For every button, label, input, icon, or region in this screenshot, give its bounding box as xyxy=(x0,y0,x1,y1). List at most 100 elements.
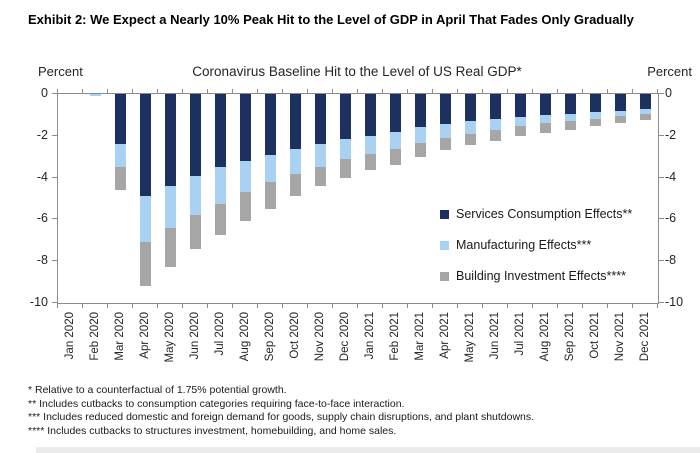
plot-area xyxy=(57,93,659,304)
category-tick-top xyxy=(232,89,233,93)
bar-segment-services xyxy=(340,94,351,139)
y-tick-left xyxy=(52,176,57,178)
bar-segment-services xyxy=(590,94,601,112)
bar-segment-manufacturing xyxy=(190,175,201,216)
bar-segment-building xyxy=(490,129,501,141)
bar-segment-building xyxy=(565,121,576,130)
category-tick-top xyxy=(632,89,633,93)
bar-segment-building xyxy=(390,149,401,166)
x-axis-label: Nov 2021 xyxy=(613,312,626,362)
bar-segment-building xyxy=(140,242,151,287)
legend-label-services: Services Consumption Effects** xyxy=(456,207,633,221)
x-axis-label: Aug 2020 xyxy=(238,312,251,362)
bar-segment-building xyxy=(590,119,601,127)
x-axis-label: Jun 2021 xyxy=(488,312,501,360)
bar-segment-manufacturing xyxy=(615,110,626,116)
bar-segment-manufacturing xyxy=(465,121,476,134)
category-tick-bottom xyxy=(107,304,108,308)
category-tick-top xyxy=(457,89,458,93)
bar-segment-building xyxy=(340,158,351,178)
bar-segment-manufacturing xyxy=(540,114,551,124)
category-tick-bottom xyxy=(607,304,608,308)
bar-segment-manufacturing xyxy=(115,144,126,168)
x-axis-label: May 2021 xyxy=(463,312,476,363)
category-tick-top xyxy=(407,89,408,93)
y-tick-left xyxy=(52,218,57,220)
category-tick-bottom xyxy=(532,304,533,308)
bar-segment-building xyxy=(440,137,451,151)
category-tick-bottom xyxy=(257,304,258,308)
category-tick-top xyxy=(307,89,308,93)
category-tick-bottom xyxy=(57,304,58,308)
category-tick-top xyxy=(57,89,58,93)
bottom-divider-strip xyxy=(36,447,700,453)
y-tick-left xyxy=(52,260,57,262)
category-tick-bottom xyxy=(157,304,158,308)
bar-segment-building xyxy=(115,167,126,191)
category-tick-bottom xyxy=(382,304,383,308)
legend-swatch-manufacturing-icon xyxy=(440,240,449,250)
chart-legend: Services Consumption Effects** Manufactu… xyxy=(440,207,632,300)
category-tick-bottom xyxy=(132,304,133,308)
bar-segment-manufacturing xyxy=(265,154,276,182)
category-tick-top xyxy=(107,89,108,93)
y-axis-label-left: 0 xyxy=(41,86,48,100)
category-tick-bottom xyxy=(632,304,633,308)
bar-segment-manufacturing xyxy=(90,94,101,97)
y-tick-right xyxy=(659,302,664,303)
category-tick-bottom xyxy=(457,304,458,308)
category-tick-bottom xyxy=(207,304,208,308)
y-tick-left xyxy=(52,302,57,303)
category-tick-top xyxy=(657,89,658,93)
bar-segment-manufacturing xyxy=(340,138,351,159)
bar-segment-building xyxy=(540,123,551,133)
y-tick-left xyxy=(52,134,57,136)
bar-segment-manufacturing xyxy=(315,144,326,168)
bar-segment-manufacturing xyxy=(515,116,526,127)
x-axis-label: Mar 2021 xyxy=(413,312,426,361)
bar-segment-services xyxy=(165,94,176,186)
category-tick-bottom xyxy=(407,304,408,308)
bar-segment-manufacturing xyxy=(565,113,576,122)
x-axis-label: Dec 2021 xyxy=(638,312,651,362)
category-tick-bottom xyxy=(657,304,658,308)
category-tick-top xyxy=(507,89,508,93)
legend-label-manufacturing: Manufacturing Effects*** xyxy=(456,238,592,252)
category-tick-bottom xyxy=(82,304,83,308)
bar-segment-manufacturing xyxy=(415,127,426,144)
bar-segment-services xyxy=(565,94,576,114)
category-tick-top xyxy=(257,89,258,93)
category-tick-top xyxy=(432,89,433,93)
bar-segment-building xyxy=(415,143,426,157)
x-axis-label: Jul 2021 xyxy=(513,312,526,356)
category-tick-top xyxy=(357,89,358,93)
x-axis-label: Oct 2020 xyxy=(288,312,301,359)
bar-segment-building xyxy=(315,167,326,186)
x-axis-label: Jan 2020 xyxy=(63,312,76,360)
bar-segment-services xyxy=(215,94,226,168)
bar-segment-services xyxy=(440,94,451,125)
chart-title: Coronavirus Baseline Hit to the Level of… xyxy=(192,64,522,79)
bar-segment-manufacturing xyxy=(140,196,151,243)
bar-segment-services xyxy=(365,94,376,136)
category-tick-top xyxy=(532,89,533,93)
bar-segment-services xyxy=(240,94,251,161)
category-tick-bottom xyxy=(507,304,508,308)
bar-segment-manufacturing xyxy=(165,185,176,228)
bar-segment-building xyxy=(515,126,526,136)
bar-segment-services xyxy=(390,94,401,132)
category-tick-bottom xyxy=(482,304,483,308)
x-axis-label: Dec 2020 xyxy=(338,312,351,362)
bar-segment-manufacturing xyxy=(640,108,651,114)
bar-segment-services xyxy=(315,94,326,145)
footnote-1: * Relative to a counterfactual of 1.75% … xyxy=(28,384,287,396)
bar-segment-building xyxy=(465,133,476,146)
category-tick-bottom xyxy=(432,304,433,308)
legend-label-building: Building Investment Effects**** xyxy=(456,269,627,283)
bar-segment-manufacturing xyxy=(590,111,601,120)
y-axis-label-right: -6 xyxy=(665,211,677,226)
bar-segment-services xyxy=(190,94,201,176)
y-tick-right xyxy=(659,176,664,178)
bar-segment-manufacturing xyxy=(440,124,451,138)
